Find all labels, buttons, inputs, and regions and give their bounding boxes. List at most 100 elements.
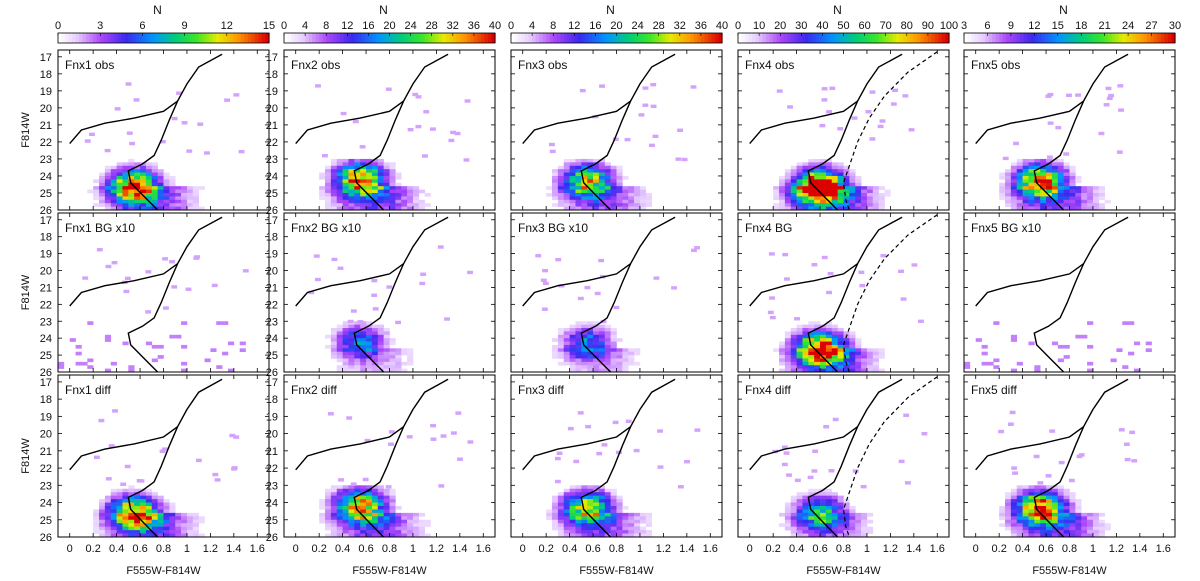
colorbar-swatch bbox=[121, 33, 126, 43]
density-bin bbox=[1092, 516, 1100, 521]
density-bin bbox=[814, 189, 821, 194]
density-bin bbox=[364, 438, 371, 443]
density-bin bbox=[593, 526, 600, 531]
density-bin bbox=[1069, 203, 1076, 207]
density-bin bbox=[790, 512, 797, 517]
density-bin bbox=[831, 169, 838, 173]
y-tick-label: 25 bbox=[40, 515, 52, 527]
density-bin bbox=[593, 328, 600, 332]
density-bin bbox=[151, 165, 158, 170]
density-bin bbox=[808, 341, 815, 346]
density-bin bbox=[1098, 526, 1105, 531]
density-bin bbox=[593, 196, 600, 201]
density-bin bbox=[1022, 165, 1029, 170]
density-bin bbox=[157, 530, 164, 534]
density-bin bbox=[784, 348, 792, 353]
density-bin bbox=[622, 368, 629, 372]
colorbar-swatch bbox=[403, 33, 408, 43]
density-bin bbox=[1046, 512, 1053, 517]
density-bin bbox=[330, 165, 338, 170]
density-bin bbox=[964, 365, 971, 369]
density-bin bbox=[552, 172, 559, 177]
density-bin bbox=[407, 203, 414, 207]
density-bin bbox=[362, 477, 369, 482]
density-bin bbox=[337, 266, 344, 270]
density-bin bbox=[377, 365, 384, 369]
colorbar-swatch bbox=[1136, 33, 1141, 43]
density-bin bbox=[808, 355, 815, 359]
density-bin bbox=[999, 186, 1006, 190]
density-bin bbox=[110, 523, 117, 527]
density-bin bbox=[796, 505, 803, 510]
colorbar-swatch bbox=[1062, 33, 1067, 43]
density-bin bbox=[808, 526, 815, 531]
density-bin bbox=[157, 192, 164, 197]
density-bin bbox=[110, 182, 117, 187]
density-bin bbox=[855, 351, 862, 356]
density-bin bbox=[348, 331, 355, 336]
density-bin bbox=[104, 495, 112, 500]
density-bin bbox=[371, 502, 379, 507]
density-bin bbox=[684, 459, 690, 464]
density-map bbox=[964, 216, 1152, 372]
x-tick-label: 0.4 bbox=[109, 543, 124, 555]
density-bin bbox=[395, 516, 402, 521]
density-bin bbox=[371, 278, 378, 283]
density-bin bbox=[169, 512, 176, 517]
colorbar-swatch bbox=[857, 33, 862, 43]
density-bin bbox=[598, 169, 606, 173]
density-bin bbox=[593, 186, 600, 190]
density-bin bbox=[1081, 530, 1088, 534]
density-bin bbox=[354, 196, 361, 201]
density-bin bbox=[134, 526, 141, 531]
density-bin bbox=[1028, 519, 1035, 524]
density-bin bbox=[192, 186, 199, 190]
density-bin bbox=[181, 526, 188, 531]
density-bin bbox=[1022, 169, 1029, 173]
colorbar-swatch bbox=[868, 33, 873, 43]
density-bin bbox=[628, 355, 635, 359]
density-bin bbox=[175, 537, 181, 541]
colorbar-swatch bbox=[985, 33, 990, 43]
colorbar-swatch bbox=[605, 33, 611, 43]
colorbar-swatch bbox=[400, 33, 405, 43]
density-bin bbox=[880, 254, 887, 258]
density-bin bbox=[319, 196, 326, 201]
density-bin bbox=[802, 196, 809, 201]
density-bin bbox=[784, 331, 792, 336]
density-bin bbox=[163, 186, 170, 190]
y-tick-label: 19 bbox=[266, 249, 278, 261]
density-bin bbox=[820, 533, 827, 537]
density-bin bbox=[814, 199, 821, 204]
density-bin bbox=[157, 512, 164, 517]
density-bin bbox=[610, 492, 617, 496]
density-bin bbox=[1005, 192, 1012, 197]
density-bin bbox=[639, 519, 647, 524]
density-bin bbox=[389, 530, 396, 534]
density-bin bbox=[843, 182, 850, 187]
density-bin bbox=[1034, 172, 1041, 177]
y-tick-label: 22 bbox=[266, 463, 278, 475]
density-bin bbox=[616, 169, 623, 173]
density-bin bbox=[604, 516, 611, 521]
density-bin bbox=[808, 344, 815, 349]
density-bin bbox=[175, 206, 182, 210]
density-bin bbox=[93, 196, 100, 201]
density-bin bbox=[181, 368, 188, 372]
y-tick-label: 20 bbox=[40, 266, 52, 278]
density-bin bbox=[342, 365, 349, 369]
density-bin bbox=[784, 172, 792, 177]
density-bin bbox=[557, 179, 565, 184]
density-bin bbox=[455, 411, 462, 415]
density-bin bbox=[348, 196, 355, 201]
density-bin bbox=[628, 206, 635, 210]
density-bin bbox=[145, 502, 153, 507]
density-bin bbox=[598, 341, 606, 346]
density-bin bbox=[104, 192, 112, 197]
colorbar: 3 6 9 12 15 18 21 24 27 30N bbox=[961, 3, 1181, 44]
density-bin bbox=[1081, 206, 1088, 210]
density-bin bbox=[622, 523, 629, 527]
density-bin bbox=[360, 203, 367, 207]
density-bin bbox=[336, 495, 343, 500]
